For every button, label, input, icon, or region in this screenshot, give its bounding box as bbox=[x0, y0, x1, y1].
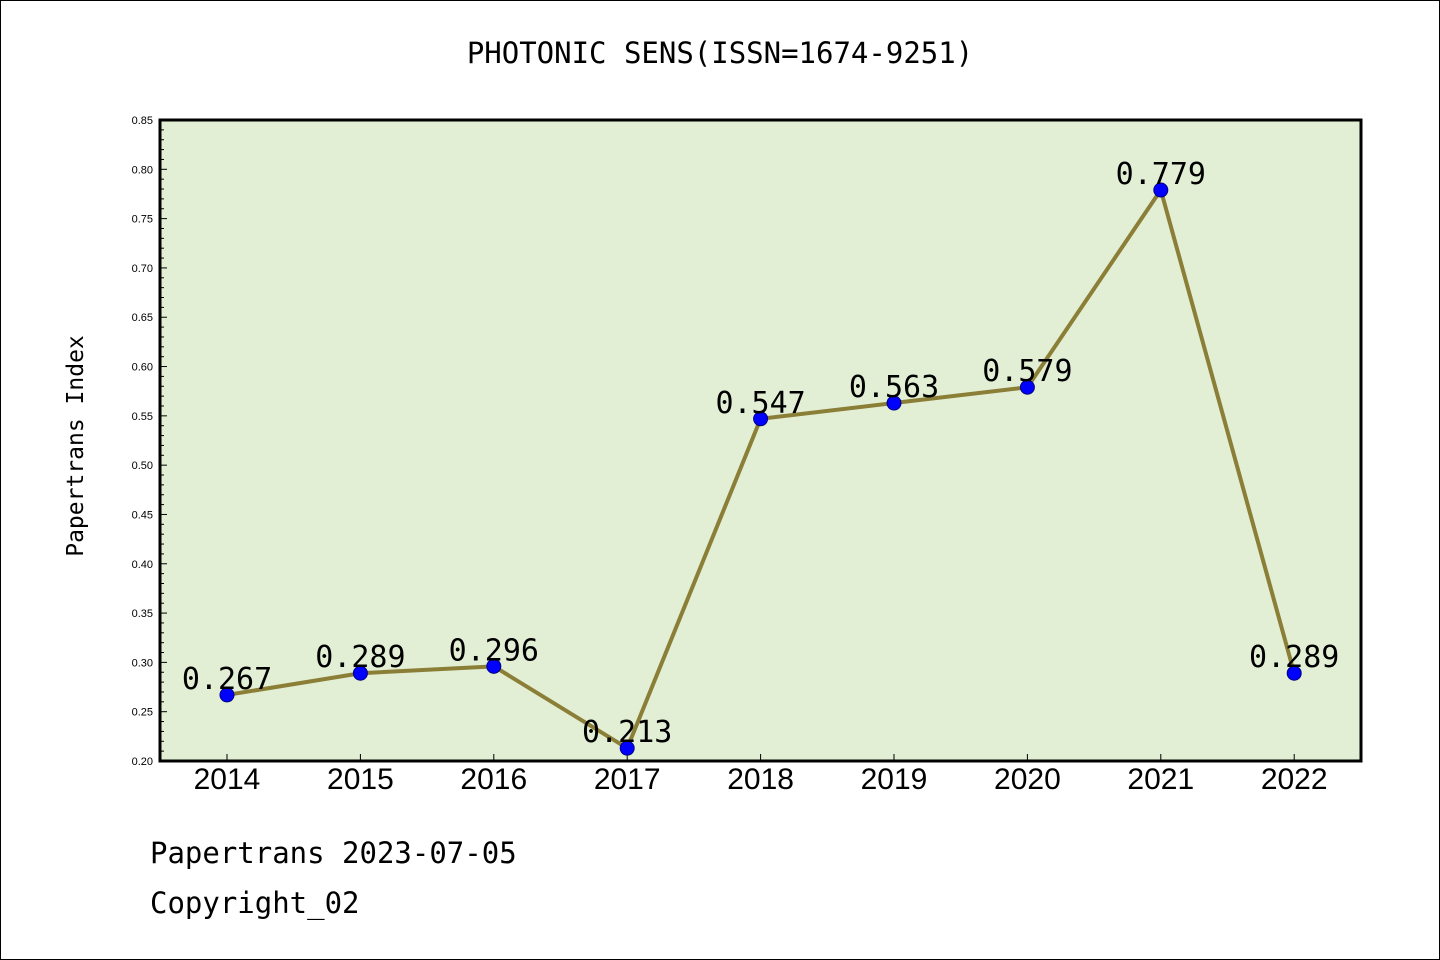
y-tick-label: 0.75 bbox=[132, 214, 153, 226]
y-tick-label: 0.50 bbox=[132, 460, 153, 472]
x-tick-label: 2014 bbox=[194, 763, 261, 796]
x-tick-label: 2019 bbox=[861, 763, 928, 796]
data-point bbox=[219, 687, 235, 703]
y-tick-label: 0.25 bbox=[132, 707, 153, 719]
data-labels: 0.267 0.289 0.296 0.213 0.547 0.563 0.579 0.779… bbox=[182, 157, 1340, 750]
data-point bbox=[619, 740, 635, 756]
y-tick-label: 0.70 bbox=[132, 263, 153, 275]
chart-title: PHOTONIC SENS(ISSN=1674-9251) bbox=[466, 36, 974, 70]
y-tick-label: 0.65 bbox=[132, 312, 153, 324]
y-tick-label: 0.40 bbox=[132, 559, 153, 571]
data-markers bbox=[219, 182, 1302, 756]
data-point bbox=[886, 395, 902, 411]
y-tick-label: 0.20 bbox=[132, 756, 153, 768]
x-tick-label: 2015 bbox=[327, 763, 394, 796]
x-tick-label: 2016 bbox=[460, 763, 527, 796]
data-label: 0.213 bbox=[582, 715, 672, 750]
y-tick-label: 0.85 bbox=[132, 115, 153, 127]
x-tick-label: 2017 bbox=[594, 763, 661, 796]
x-tick-label: 2018 bbox=[727, 763, 794, 796]
y-tick-label: 0.80 bbox=[132, 164, 153, 176]
data-label: 0.296 bbox=[449, 633, 539, 668]
y-tick-label: 0.30 bbox=[132, 657, 153, 669]
data-label: 0.579 bbox=[982, 354, 1072, 389]
data-point bbox=[1153, 182, 1169, 198]
data-label: 0.267 bbox=[182, 662, 272, 697]
data-point bbox=[1286, 665, 1302, 681]
plot-area bbox=[158, 118, 1363, 763]
y-tick-label: 0.60 bbox=[132, 362, 153, 374]
x-tick-label: 2022 bbox=[1261, 763, 1328, 796]
data-label: 0.779 bbox=[1116, 157, 1206, 192]
data-label: 0.289 bbox=[1249, 640, 1339, 675]
data-point bbox=[1019, 379, 1035, 395]
y-tick-label: 0.35 bbox=[132, 608, 153, 620]
data-label: 0.563 bbox=[849, 370, 939, 405]
y-tick-label: 0.55 bbox=[132, 411, 153, 423]
data-point bbox=[352, 665, 368, 681]
footer-date: Papertrans 2023-07-05 bbox=[150, 836, 517, 870]
data-label: 0.547 bbox=[715, 386, 805, 421]
x-axis-ticks: 2014 2015 2016 2017 2018 2019 2020 2021 2022 bbox=[194, 754, 1328, 796]
y-tick-label: 0.45 bbox=[132, 509, 153, 521]
data-point bbox=[486, 658, 502, 674]
footer-copyright: Copyright_02 bbox=[150, 886, 360, 920]
data-label: 0.289 bbox=[315, 640, 405, 675]
x-tick-label: 2021 bbox=[1127, 763, 1194, 796]
x-tick-label: 2020 bbox=[994, 763, 1061, 796]
y-axis-ticks: 0.20 0.25 0.30 0.35 0.40 0.45 0.50 0.55 0.60 0.65… bbox=[132, 115, 167, 768]
data-point bbox=[753, 411, 769, 427]
